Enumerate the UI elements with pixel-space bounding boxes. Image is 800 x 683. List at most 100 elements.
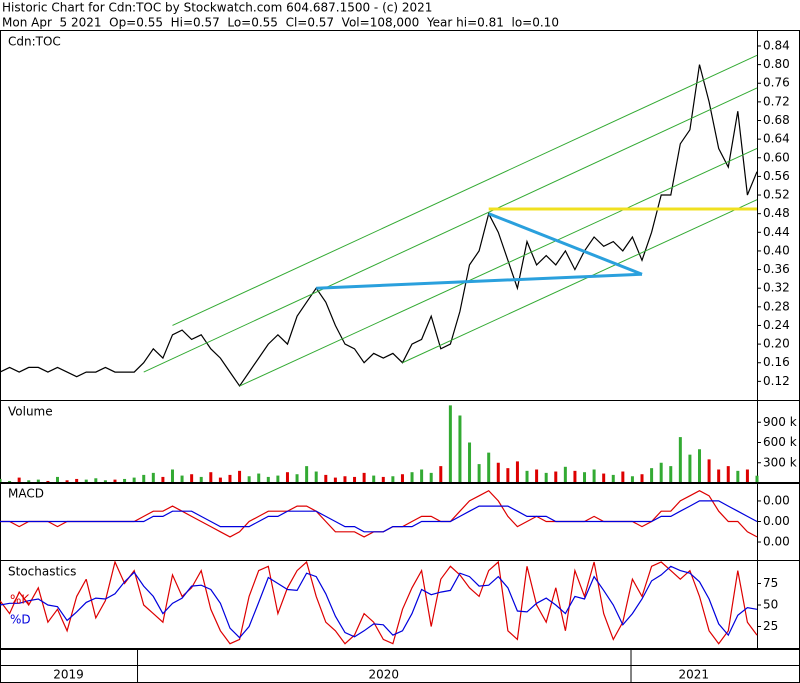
y-tick-label: 0.64 [763, 132, 790, 146]
panel-title: MACD [8, 487, 44, 501]
series-line [0, 560, 758, 645]
volume-bar [496, 462, 500, 483]
header-line: Historic Chart for Cdn:TOC by Stockwatch… [2, 1, 432, 15]
volume-bar [755, 475, 759, 483]
volume-bar [353, 476, 357, 483]
volume-bar [0, 478, 2, 483]
volume-bar [698, 449, 702, 483]
y-tick-label: 0.80 [763, 57, 790, 71]
volume-bar [506, 468, 510, 483]
y-tick-label: 300 k [763, 455, 797, 469]
title-bg [3, 34, 59, 49]
volume-bar [65, 480, 69, 483]
volume-bar [180, 475, 184, 483]
volume-bar [228, 474, 232, 483]
volume-bar [46, 480, 50, 483]
volume-bar [314, 471, 318, 483]
volume-bar [276, 475, 280, 483]
x-tick-label: 2020 [368, 668, 399, 682]
volume-bar [123, 478, 127, 483]
y-tick-label: 25 [763, 619, 778, 633]
volume-bar [669, 466, 673, 483]
y-tick-label: 0.48 [763, 206, 790, 220]
volume-bar [113, 479, 117, 483]
volume-bar [247, 476, 251, 483]
volume-bar [659, 462, 663, 483]
volume-bar [36, 479, 40, 483]
trend-line [488, 212, 643, 276]
volume-bar [257, 473, 261, 483]
volume-bar [448, 405, 452, 483]
volume-bar [295, 474, 299, 483]
volume-bar [170, 469, 174, 483]
y-tick-label: 0.40 [763, 243, 790, 257]
volume-bar [333, 477, 337, 483]
volume-bar [410, 472, 414, 483]
volume-bar [611, 474, 615, 483]
volume-bar [381, 476, 385, 483]
y-tick-label: 0.24 [763, 318, 790, 332]
legend-entry: %K [10, 593, 30, 607]
series-line [0, 565, 758, 639]
volume-bar [94, 478, 98, 483]
volume-bar [429, 472, 433, 483]
volume-bar [535, 469, 539, 483]
y-tick-label: 0.00 [763, 535, 790, 549]
y-tick-label: 0.76 [763, 76, 790, 90]
header-line: Mon Apr 5 2021 Op=0.55 Hi=0.57 Lo=0.55 C… [2, 16, 559, 30]
volume-bar [439, 466, 443, 483]
volume-bar [17, 477, 21, 483]
y-tick-label: 0.16 [763, 355, 790, 369]
panel-title: Volume [8, 405, 53, 419]
volume-bar [103, 480, 107, 483]
y-tick-label: 0.56 [763, 169, 790, 183]
volume-bar [650, 468, 654, 483]
volume-bar [400, 474, 404, 483]
volume-bar [583, 472, 587, 483]
volume-bar [55, 476, 59, 483]
volume-bar [487, 452, 491, 483]
volume-bar [190, 474, 194, 483]
volume-bar [8, 480, 12, 483]
volume-bar [707, 459, 711, 483]
volume-bar [745, 469, 749, 483]
volume-bar [688, 454, 692, 483]
volume-bar [544, 472, 548, 483]
y-tick-label: 75 [763, 576, 778, 590]
y-tick-label: 0.00 [763, 514, 790, 528]
legend-entry: %D [10, 613, 31, 627]
volume-bar [27, 480, 31, 483]
y-tick-label: 50 [763, 598, 778, 612]
series-line [0, 500, 758, 533]
volume-bar [717, 469, 721, 483]
y-tick-label: 0.52 [763, 188, 790, 202]
volume-bar [362, 472, 366, 483]
y-tick-label: 900 k [763, 415, 797, 429]
volume-bar [75, 478, 79, 483]
volume-bar [678, 437, 682, 483]
volume-bar [238, 470, 242, 483]
panel-title: Cdn:TOC [8, 35, 61, 49]
volume-bar [726, 466, 730, 483]
volume-bar [468, 442, 472, 483]
volume-bar [285, 472, 289, 483]
title-bg [3, 564, 91, 579]
y-tick-label: 0.12 [763, 374, 790, 388]
y-tick-label: 0.84 [763, 38, 790, 52]
volume-bar [477, 464, 481, 483]
volume-bar [218, 477, 222, 483]
volume-bar [391, 476, 395, 483]
volume-bar [324, 474, 328, 483]
volume-bar [630, 476, 634, 483]
trend-line [239, 148, 758, 387]
x-tick-label: 2021 [678, 668, 709, 682]
volume-bar [592, 469, 596, 483]
y-tick-label: 0.68 [763, 113, 790, 127]
volume-bar [266, 476, 270, 483]
y-tick-label: 0.20 [763, 337, 790, 351]
y-tick-label: 600 k [763, 435, 797, 449]
volume-bar [554, 471, 558, 483]
panel-title: Stochastics [8, 565, 76, 579]
volume-bar [305, 466, 309, 483]
